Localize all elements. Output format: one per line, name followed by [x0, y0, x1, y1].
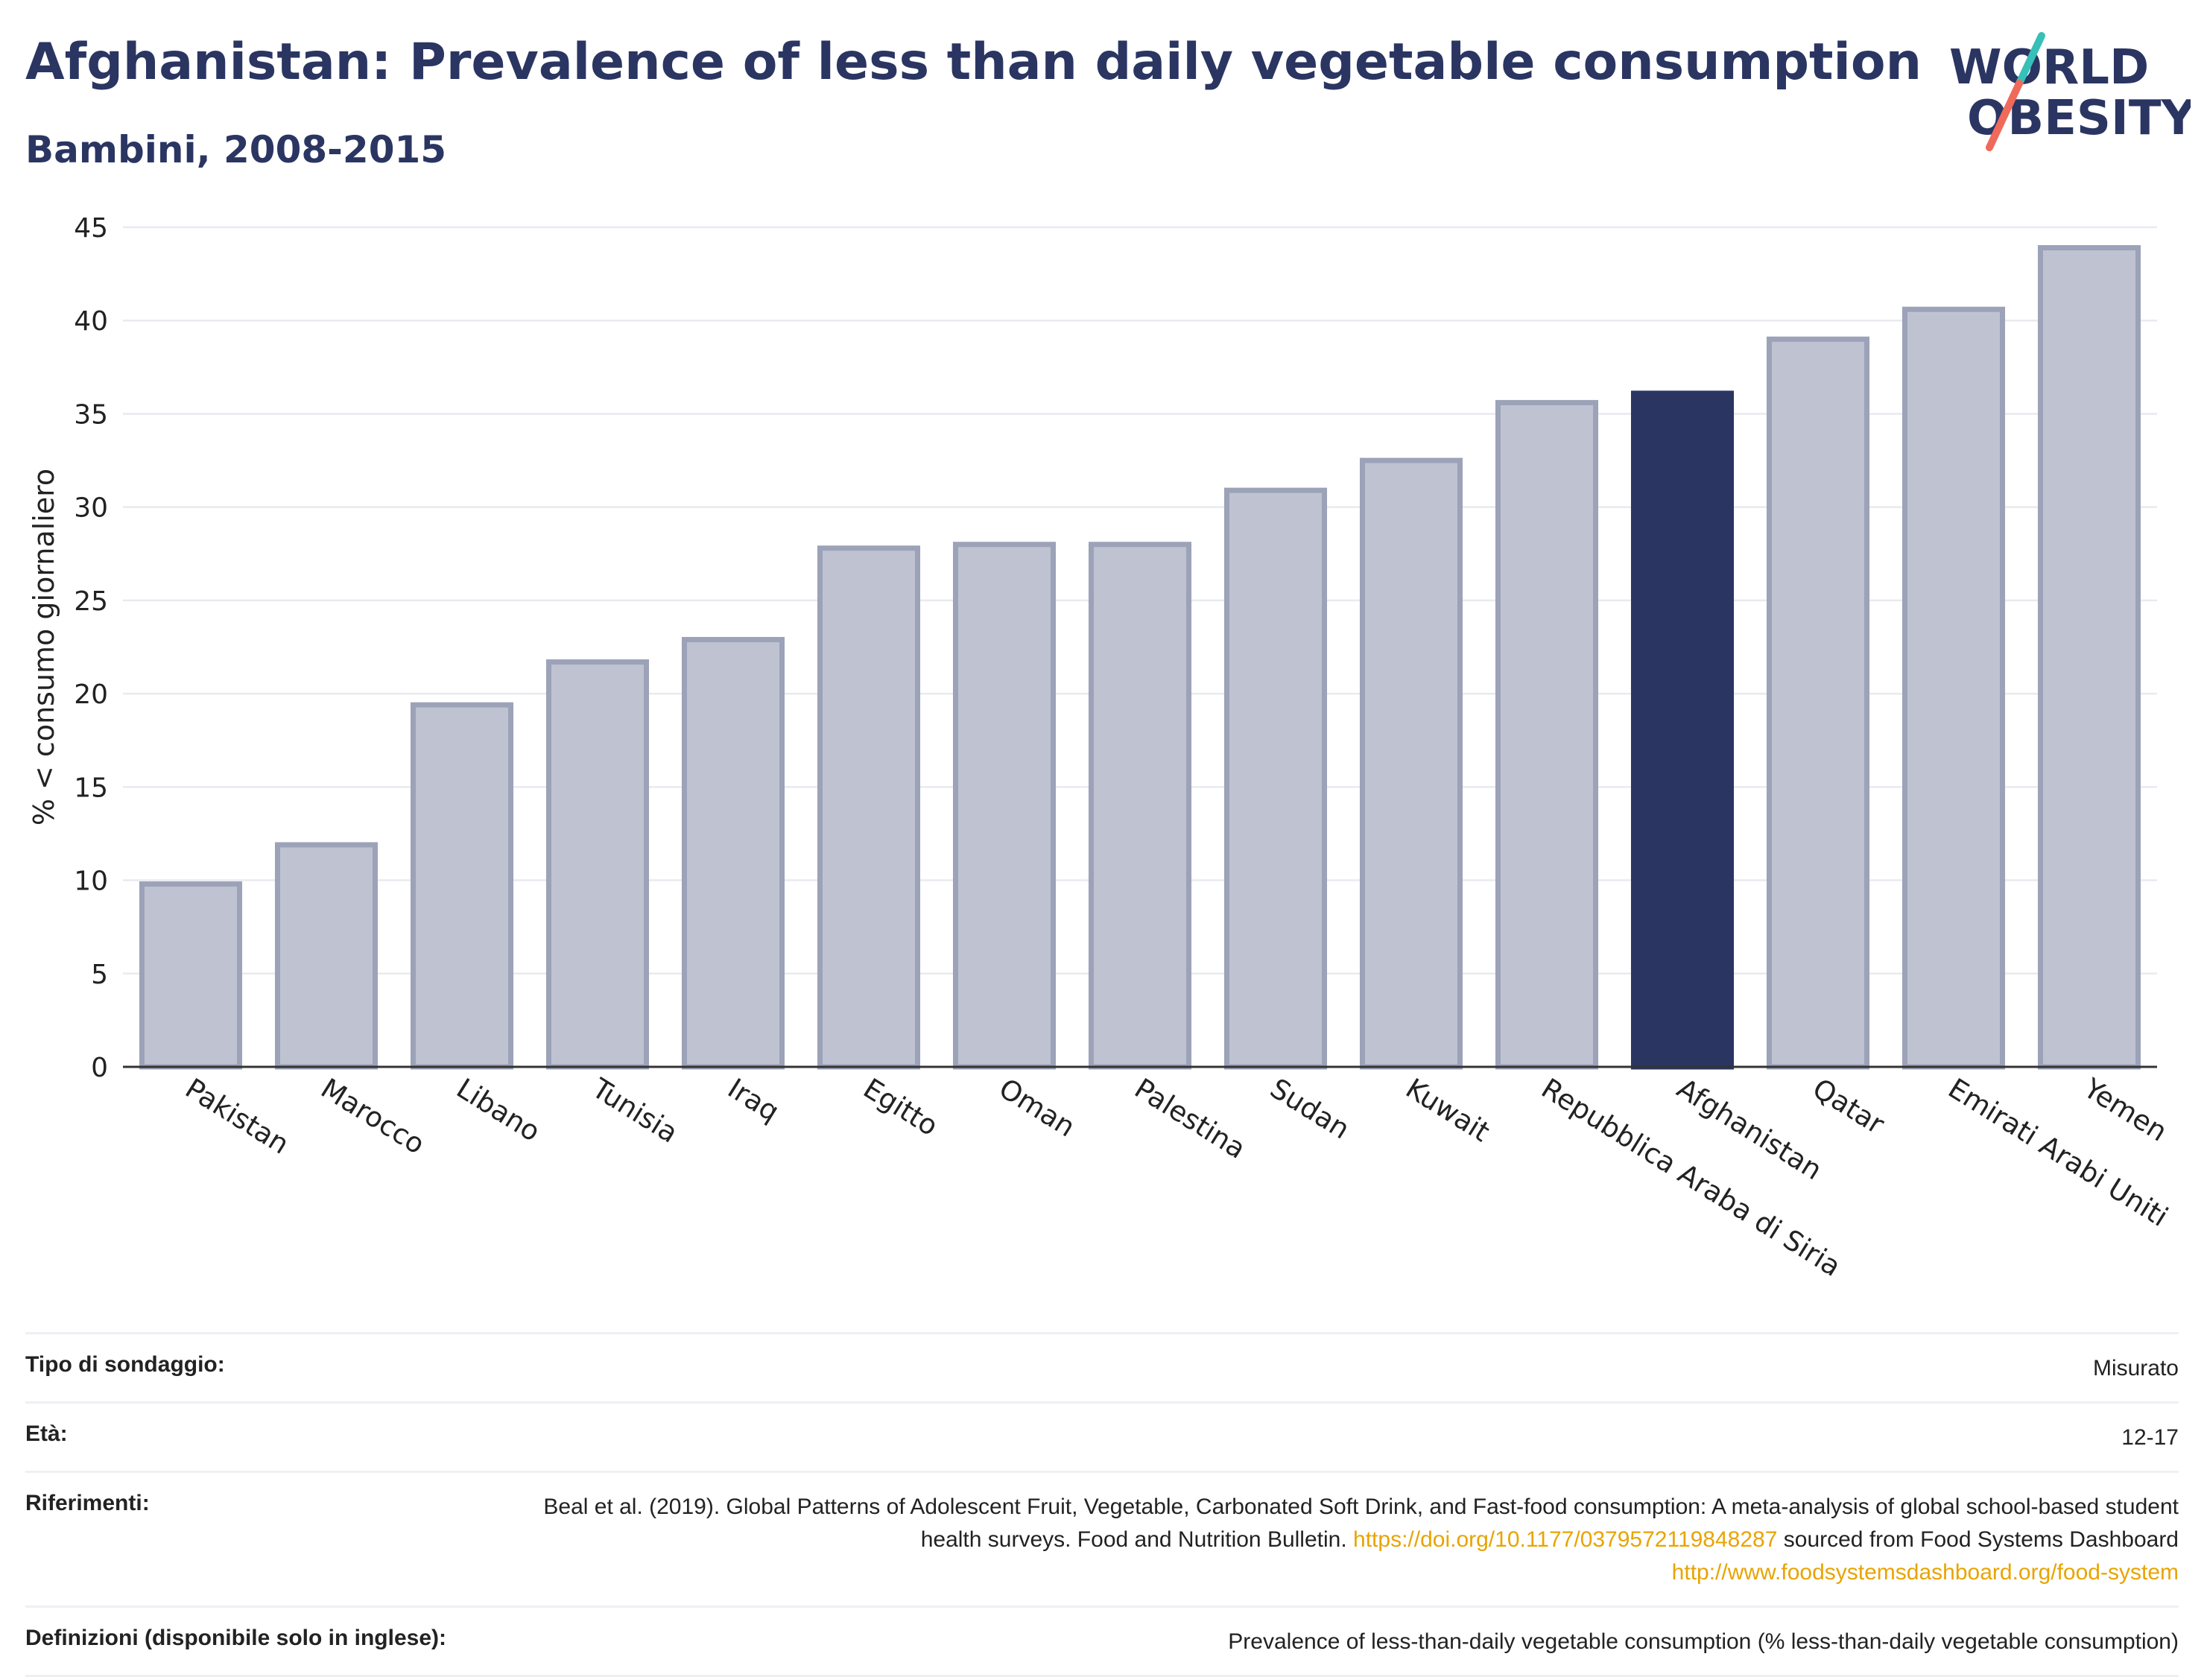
page-subtitle: Bambini, 2008-2015 [25, 128, 447, 171]
bar-oman [952, 542, 1057, 1070]
x-tick-label: Palestina [1129, 1072, 1251, 1165]
x-tick-label: Kuwait [1400, 1072, 1495, 1148]
bar-egitto [817, 545, 921, 1070]
x-tick-label: Libano [451, 1072, 545, 1148]
y-tick-label: 30 [74, 493, 108, 524]
metadata-table: Tipo di sondaggio: Misurato Età: 12-17 R… [25, 1332, 2179, 1677]
x-tick-label: Iraq [722, 1072, 785, 1128]
y-tick-label: 20 [74, 679, 108, 710]
logo-line1: WORLD [1949, 40, 2149, 95]
world-obesity-logo: WORLD OBESITY [1949, 32, 2191, 151]
x-tick-label: Emirati Arabi Uniti [1942, 1072, 2173, 1233]
y-tick-label: 10 [74, 866, 108, 897]
x-tick-label: Yemen [2077, 1072, 2173, 1148]
survey-value: Misurato [2092, 1356, 2179, 1381]
bar-tunisia [545, 659, 650, 1070]
y-tick-label: 25 [74, 586, 108, 617]
bar-iraq [681, 636, 785, 1070]
y-tick-label: 40 [74, 306, 108, 337]
y-axis-ticks: 0 5 10 15 20 25 30 35 40 45 [74, 213, 108, 1083]
x-tick-label: Egitto [858, 1072, 943, 1142]
meta-row-age: Età: 12-17 [25, 1401, 2179, 1471]
page-title: Afghanistan: Prevalence of less than dai… [25, 33, 1922, 92]
meta-row-references: Riferimenti: Beal et al. (2019). Global … [25, 1471, 2179, 1605]
definitions-label: Definizioni (disponibile solo in inglese… [25, 1626, 447, 1650]
x-tick-label: Marocco [315, 1072, 430, 1161]
age-value: 12-17 [2121, 1425, 2179, 1450]
bar-kuwait [1359, 457, 1463, 1070]
meta-row-definitions: Definizioni (disponibile solo in inglese… [25, 1605, 2179, 1677]
bar-qatar [1766, 336, 1870, 1070]
bar-palestina [1088, 542, 1192, 1070]
bar-pakistan [139, 881, 243, 1070]
references-text: Beal et al. (2019). Global Patterns of A… [543, 1494, 2179, 1552]
bar-libano [410, 702, 514, 1070]
bar-yemen [2037, 245, 2141, 1070]
bar-afghanistan [1630, 390, 1735, 1070]
logo-slash-teal [2015, 32, 2045, 87]
references-value: Beal et al. (2019). Global Patterns of A… [539, 1491, 2179, 1589]
y-axis-label: % < consumo giornaliero [28, 469, 60, 825]
definitions-value: Prevalence of less-than-daily vegetable … [1228, 1629, 2179, 1654]
bar-chart: 0 5 10 15 20 25 30 35 40 45 Pakistan Marocco Libano… [28, 213, 2173, 1283]
y-tick-label: 5 [91, 960, 108, 990]
x-tick-label: Oman [993, 1072, 1080, 1143]
x-tick-label: Tunisia [586, 1072, 683, 1150]
x-axis-labels: Pakistan Marocco Libano Tunisia Iraq Egitto Om… [180, 1072, 2173, 1283]
x-tick-label: Sudan [1264, 1072, 1355, 1145]
bar-repubblica-araba-di-siria [1495, 399, 1599, 1070]
x-tick-label: Pakistan [180, 1072, 294, 1161]
logo-slash-coral [1986, 80, 2023, 151]
bar-emirati-arabi-uniti [1901, 306, 2006, 1070]
bars [139, 245, 2141, 1070]
x-tick-label: Qatar [1807, 1072, 1890, 1141]
y-tick-label: 35 [74, 399, 108, 430]
y-tick-label: 15 [74, 773, 108, 803]
bar-marocco [274, 842, 379, 1070]
y-tick-label: 0 [91, 1053, 108, 1083]
y-tick-label: 45 [74, 213, 108, 244]
age-label: Età: [25, 1421, 68, 1446]
doi-link[interactable]: https://doi.org/10.1177/0379572119848287 [1353, 1527, 1778, 1552]
references-label: Riferimenti: [25, 1491, 150, 1515]
references-source: sourced from Food Systems Dashboard [1783, 1527, 2179, 1552]
bar-sudan [1223, 487, 1328, 1070]
dashboard-link[interactable]: http://www.foodsystemsdashboard.org/food… [1671, 1560, 2179, 1585]
survey-label: Tipo di sondaggio: [25, 1352, 225, 1377]
meta-row-survey: Tipo di sondaggio: Misurato [25, 1332, 2179, 1401]
